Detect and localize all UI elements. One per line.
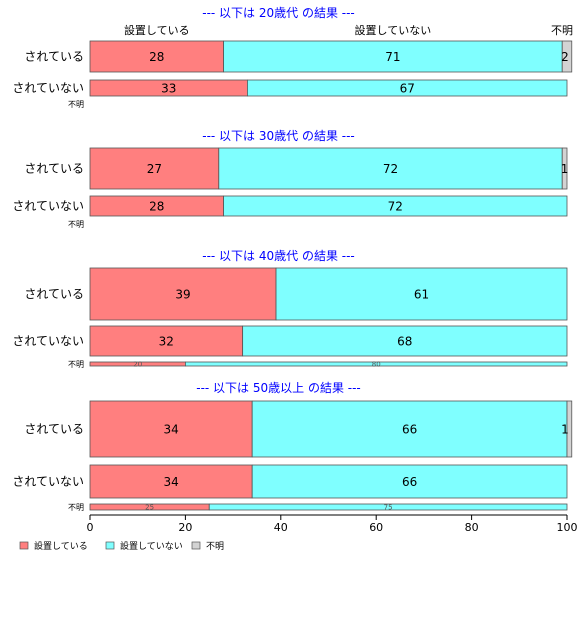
row-label: 不明 <box>68 220 84 229</box>
bar-segment <box>566 400 573 458</box>
bar-segment <box>218 147 563 190</box>
bar-segment <box>89 267 277 321</box>
data-label: 66 <box>402 475 417 489</box>
bar-segment <box>242 325 568 357</box>
bar-segment <box>89 464 253 499</box>
data-label: 75 <box>384 504 393 512</box>
row-label: 不明 <box>68 360 84 369</box>
x-tick-label: 60 <box>369 521 383 534</box>
panel-title: --- 以下は 40歳代 の結果 --- <box>202 249 355 263</box>
x-tick-label: 0 <box>87 521 94 534</box>
data-label: 33 <box>161 82 176 96</box>
column-header: 不明 <box>551 24 573 37</box>
data-label: 39 <box>175 288 190 302</box>
column-header: 設置していない <box>355 23 432 37</box>
row-label: 不明 <box>68 503 84 512</box>
bar-segment <box>89 400 253 458</box>
row-label: されていない <box>12 475 84 489</box>
row-label: されている <box>24 422 84 436</box>
data-label: 67 <box>400 82 415 96</box>
row-label: されている <box>24 287 84 301</box>
data-label: 34 <box>163 423 178 437</box>
data-label: 80 <box>372 361 381 369</box>
bar-segment <box>251 400 568 458</box>
x-tick-label: 100 <box>557 521 578 534</box>
bar-segment <box>208 503 568 511</box>
bar-segment <box>247 79 568 97</box>
legend-swatch <box>19 541 29 550</box>
panel-title: --- 以下は 50歳以上 の結果 --- <box>196 381 361 395</box>
bar-segment <box>89 40 224 73</box>
panel-title: --- 以下は 30歳代 の結果 --- <box>202 129 355 143</box>
data-label: 71 <box>385 50 400 64</box>
legend-label: 設置している <box>34 540 88 552</box>
legend-swatch <box>105 541 115 550</box>
bar-segment <box>561 40 573 73</box>
data-label: 2 <box>561 50 569 64</box>
data-label: 1 <box>561 162 569 176</box>
x-tick-label: 80 <box>465 521 479 534</box>
row-label: されていない <box>12 81 84 95</box>
data-label: 61 <box>414 288 429 302</box>
row-label: されている <box>24 162 84 176</box>
data-label: 28 <box>149 200 164 214</box>
data-label: 27 <box>147 162 162 176</box>
data-label: 72 <box>388 200 403 214</box>
data-label: 20 <box>133 361 142 369</box>
data-label: 32 <box>159 335 174 349</box>
bar-segment <box>89 147 220 190</box>
panel-title: --- 以下は 20歳代 の結果 --- <box>202 6 355 20</box>
data-label: 25 <box>145 504 154 512</box>
data-label: 68 <box>397 335 412 349</box>
row-label: されていない <box>12 334 84 348</box>
row-label: されていない <box>12 199 84 213</box>
data-label: 72 <box>383 162 398 176</box>
x-tick-label: 40 <box>274 521 288 534</box>
row-label: 不明 <box>68 100 84 109</box>
column-header: 設置している <box>124 23 190 37</box>
bar-segment <box>184 361 568 367</box>
data-label: 34 <box>163 475 178 489</box>
row-label: されている <box>24 50 84 64</box>
bar-segment <box>223 195 568 217</box>
bar-segment <box>251 464 568 499</box>
x-tick-label: 20 <box>178 521 192 534</box>
bar-segment <box>275 267 568 321</box>
data-label: 28 <box>149 50 164 64</box>
legend-swatch <box>191 541 201 550</box>
legend-label: 設置していない <box>120 540 183 552</box>
bar-segment <box>223 40 563 73</box>
legend-label: 不明 <box>206 541 224 552</box>
bar-segment <box>561 147 568 190</box>
data-label: 66 <box>402 423 417 437</box>
data-label: 1 <box>561 423 569 437</box>
